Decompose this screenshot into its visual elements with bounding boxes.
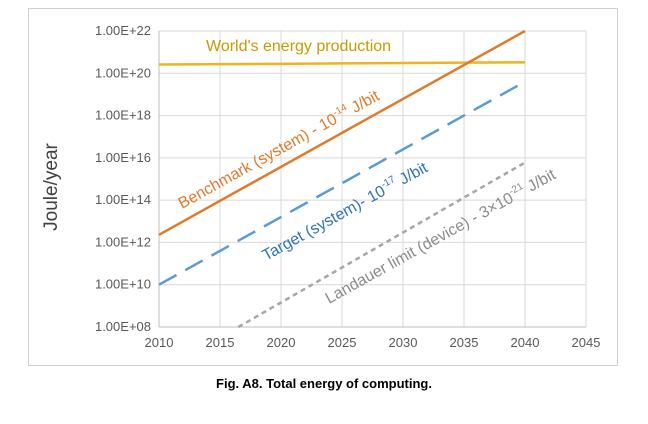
series-landauer-line <box>237 161 526 329</box>
y-tick-label: 1.00E+08 <box>95 319 151 334</box>
x-tick-label: 2025 <box>328 335 357 350</box>
x-tick-labels: 2010 2015 2020 2025 2030 2035 2040 2045 <box>145 335 601 350</box>
figure-caption: Fig. A8. Total energy of computing. <box>216 376 432 391</box>
x-tick-label: 2015 <box>206 335 235 350</box>
series-lines <box>158 29 526 329</box>
label-benchmark: Benchmark (system) - 10-14 J/bit <box>175 86 383 213</box>
x-tick-label: 2045 <box>572 335 601 350</box>
x-tick-label: 2035 <box>450 335 479 350</box>
x-tick-label: 2040 <box>511 335 540 350</box>
x-tick-label: 2020 <box>267 335 296 350</box>
y-tick-label: 1.00E+14 <box>95 192 151 207</box>
x-tick-label: 2010 <box>145 335 174 350</box>
series-world-energy-line <box>158 61 526 66</box>
series-benchmark-line <box>158 29 526 236</box>
y-tick-label: 1.00E+12 <box>95 234 151 249</box>
axes <box>158 31 586 328</box>
chart-svg: 2010 2015 2020 2025 2030 2035 2040 2045 1.00E+0… <box>41 23 601 350</box>
x-tick-label: 2030 <box>389 335 418 350</box>
y-axis-title: Joule/year <box>41 143 62 231</box>
y-tick-label: 1.00E+10 <box>95 277 151 292</box>
series-labels: World's energy production Benchmark (syst… <box>175 38 559 307</box>
series-target-line <box>158 80 526 286</box>
y-tick-label: 1.00E+20 <box>95 65 151 80</box>
y-tick-label: 1.00E+18 <box>95 108 151 123</box>
y-tick-label: 1.00E+22 <box>95 23 151 38</box>
y-tick-label: 1.00E+16 <box>95 150 151 165</box>
label-world-energy: World's energy production <box>206 38 391 55</box>
y-tick-labels: 1.00E+08 1.00E+10 1.00E+12 1.00E+14 1.00E+16… <box>95 23 151 334</box>
chart-frame: 2010 2015 2020 2025 2030 2035 2040 2045 1.00E+0… <box>28 8 618 366</box>
label-landauer: Landauer limit (device) - 3×10-21 J/bit <box>322 164 559 307</box>
